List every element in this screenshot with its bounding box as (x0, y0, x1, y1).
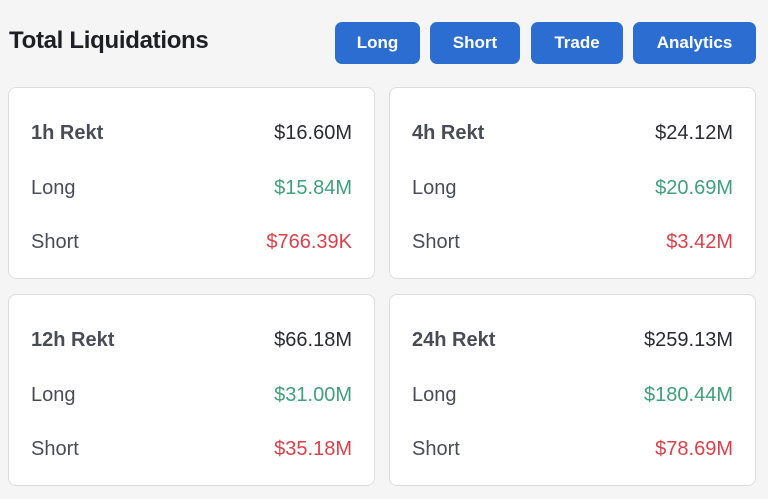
analytics-button[interactable]: Analytics (633, 22, 756, 64)
long-value: $20.69M (655, 176, 733, 199)
long-label: Long (412, 176, 457, 199)
total-value: $16.60M (274, 121, 352, 144)
long-row: Long $20.69M (412, 175, 733, 201)
short-label: Short (31, 230, 79, 253)
rekt-card-1h: 1h Rekt $16.60M Long $15.84M Short $766.… (8, 87, 375, 279)
long-row: Long $15.84M (31, 175, 352, 201)
total-value: $259.13M (644, 328, 733, 351)
card-title: 4h Rekt (412, 121, 485, 144)
long-value: $15.84M (274, 176, 352, 199)
header-button-group: Long Short Trade Analytics (0, 22, 768, 64)
total-row: 12h Rekt $66.18M (31, 327, 352, 353)
short-value: $35.18M (274, 437, 352, 460)
trade-button[interactable]: Trade (531, 22, 623, 64)
total-value: $24.12M (655, 121, 733, 144)
short-value: $766.39K (266, 230, 352, 253)
card-title: 12h Rekt (31, 328, 115, 351)
rekt-card-4h: 4h Rekt $24.12M Long $20.69M Short $3.42… (389, 87, 756, 279)
long-row: Long $180.44M (412, 382, 733, 408)
long-label: Long (31, 176, 76, 199)
total-row: 4h Rekt $24.12M (412, 120, 733, 146)
long-value: $31.00M (274, 383, 352, 406)
card-title: 24h Rekt (412, 328, 496, 351)
card-title: 1h Rekt (31, 121, 104, 144)
short-label: Short (31, 437, 79, 460)
total-value: $66.18M (274, 328, 352, 351)
short-row: Short $766.39K (31, 229, 352, 255)
total-row: 1h Rekt $16.60M (31, 120, 352, 146)
short-label: Short (412, 230, 460, 253)
short-button[interactable]: Short (430, 22, 520, 64)
rekt-card-12h: 12h Rekt $66.18M Long $31.00M Short $35.… (8, 294, 375, 486)
short-value: $3.42M (666, 230, 733, 253)
long-row: Long $31.00M (31, 382, 352, 408)
short-value: $78.69M (655, 437, 733, 460)
page-title: Total Liquidations (9, 27, 209, 54)
long-label: Long (31, 383, 76, 406)
rekt-card-24h: 24h Rekt $259.13M Long $180.44M Short $7… (389, 294, 756, 486)
short-row: Short $78.69M (412, 436, 733, 462)
long-label: Long (412, 383, 457, 406)
short-row: Short $35.18M (31, 436, 352, 462)
long-button[interactable]: Long (335, 22, 420, 64)
short-label: Short (412, 437, 460, 460)
total-row: 24h Rekt $259.13M (412, 327, 733, 353)
short-row: Short $3.42M (412, 229, 733, 255)
long-value: $180.44M (644, 383, 733, 406)
